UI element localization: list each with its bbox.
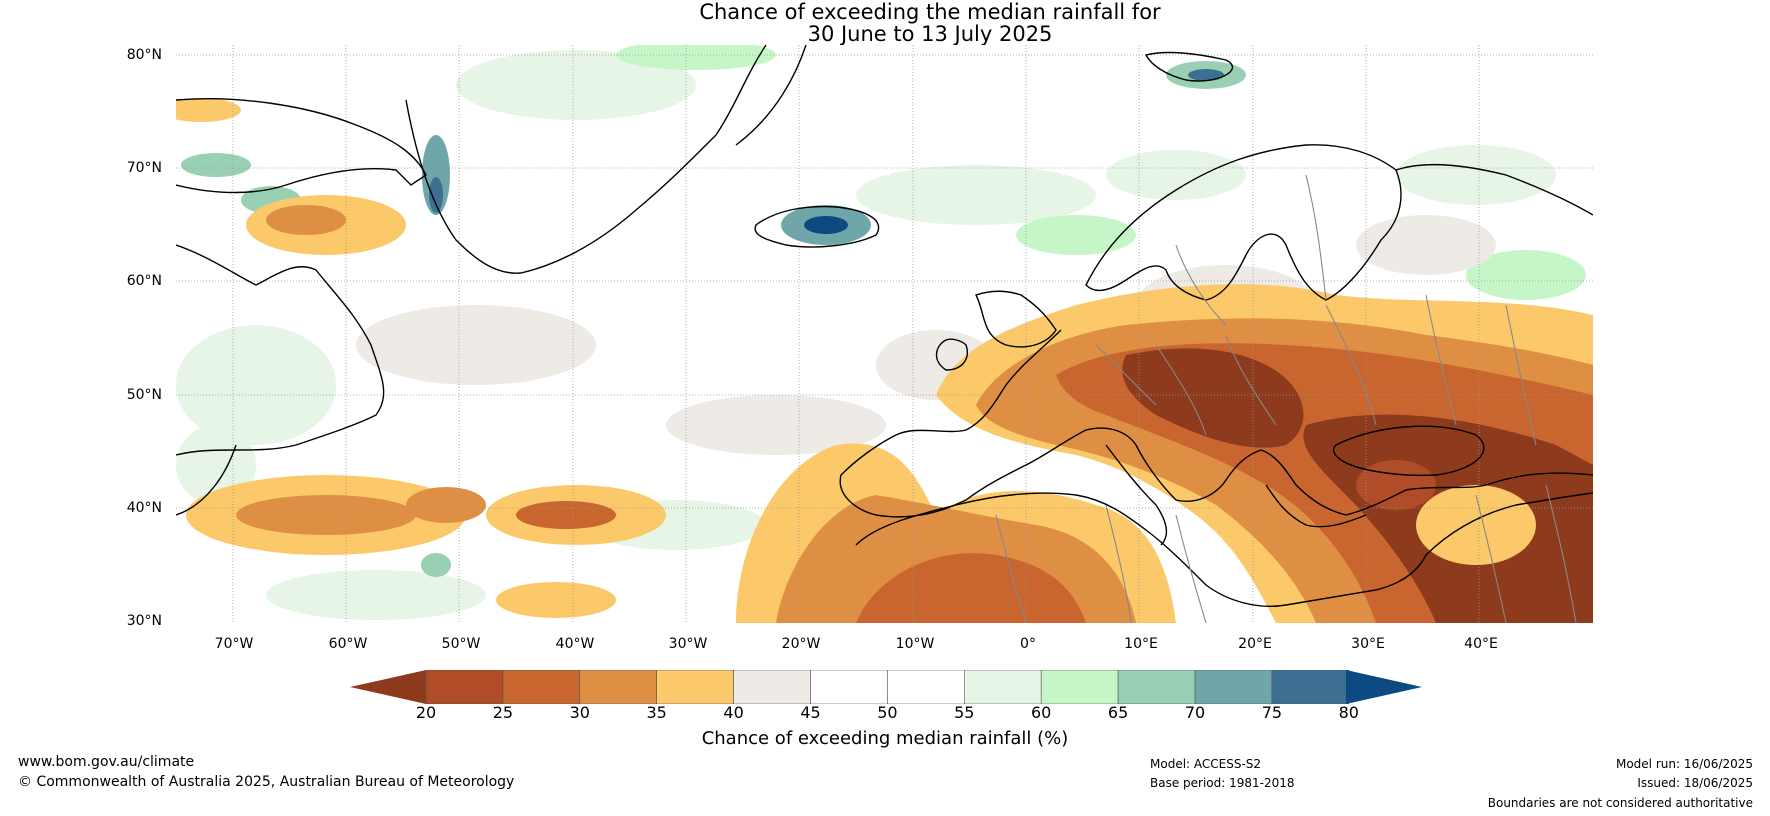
colorbar-tick-label: 30 <box>569 703 590 722</box>
lon-label-20w: 20°W <box>781 636 821 652</box>
colorbar-label: Chance of exceeding median rainfall (%) <box>701 728 1069 749</box>
colorbar-bins <box>425 670 1350 704</box>
website-link[interactable]: www.bom.gov.au/climate <box>18 754 195 770</box>
lon-label-10w: 10°W <box>895 636 935 652</box>
lon-label-30w: 30°W <box>668 636 708 652</box>
lon-label-50w: 50°W <box>441 636 481 652</box>
colorbar-bin <box>887 670 965 704</box>
colorbar-bin <box>425 670 504 704</box>
lat-label-30n: 30°N <box>126 613 162 629</box>
lon-label-10e: 10°E <box>1124 636 1158 652</box>
colorbar-bin <box>1040 670 1119 704</box>
colorbar-tick-label: 70 <box>1184 703 1206 722</box>
lat-label-40n: 40°N <box>126 500 162 516</box>
political-boundaries <box>995 174 1577 623</box>
issued-date: Issued: 18/06/2025 <box>1637 776 1753 790</box>
colorbar-tick-label: 35 <box>646 703 667 722</box>
colorbar-tick-label: 40 <box>723 703 744 722</box>
map-title-line1: Chance of exceeding the median rainfall … <box>699 0 1161 24</box>
colorbar-tick-label: 60 <box>1031 703 1052 722</box>
colorbar-tick-label: 80 <box>1338 703 1359 722</box>
colorbar-bin <box>1271 670 1350 704</box>
colorbar-bin <box>656 670 734 704</box>
lon-label-40w: 40°W <box>555 636 595 652</box>
colorbar-bin <box>502 670 581 704</box>
lon-label-40e: 40°E <box>1464 636 1498 652</box>
lat-label-80n: 80°N <box>126 47 162 63</box>
colorbar-tick-label: 25 <box>492 703 514 722</box>
coastlines <box>176 45 1593 607</box>
copyright-text: © Commonwealth of Australia 2025, Austra… <box>18 774 515 790</box>
colorbar-bin <box>1117 670 1196 704</box>
colorbar-bin <box>963 670 1042 704</box>
colorbar-bin <box>579 670 658 704</box>
boundaries-disclaimer: Boundaries are not considered authoritat… <box>1487 796 1753 810</box>
colorbar-bin <box>810 670 888 704</box>
colorbar-bin <box>733 670 811 704</box>
base-period: Base period: 1981-2018 <box>1150 776 1295 790</box>
model-name: Model: ACCESS-S2 <box>1150 757 1262 771</box>
colorbar-tick-label: 55 <box>954 703 975 722</box>
colorbar-extend-low <box>350 670 426 704</box>
lat-label-50n: 50°N <box>126 387 162 403</box>
lat-label-70n: 70°N <box>126 160 162 176</box>
colorbar-tick-label: 65 <box>1107 703 1129 722</box>
map-title-line2: 30 June to 13 July 2025 <box>807 22 1053 46</box>
lon-label-20e: 20°E <box>1238 636 1272 652</box>
colorbar-tick-label: 75 <box>1261 703 1283 722</box>
graticule <box>176 45 1593 623</box>
lon-label-0: 0° <box>1020 636 1036 652</box>
colorbar-tick-label: 50 <box>877 703 898 722</box>
model-run-date: Model run: 16/06/2025 <box>1615 757 1753 771</box>
lon-label-60w: 60°W <box>328 636 368 652</box>
probability-patches-dry <box>176 98 1593 623</box>
lon-label-70w: 70°W <box>214 636 254 652</box>
lat-label-60n: 60°N <box>126 273 162 289</box>
lon-label-30e: 30°E <box>1351 636 1385 652</box>
colorbar-tick-label: 45 <box>800 703 821 722</box>
colorbar-bin <box>1194 670 1273 704</box>
colorbar-tick-label: 20 <box>415 703 437 722</box>
colorbar <box>350 670 1422 704</box>
colorbar-extend-high <box>1346 670 1422 704</box>
rainfall-probability-map <box>176 45 1593 623</box>
